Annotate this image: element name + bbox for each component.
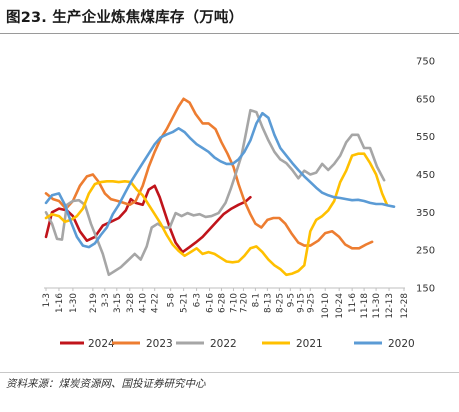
x-tick-label: 2-19 <box>89 293 99 313</box>
x-tick-label: 6-16 <box>206 293 216 313</box>
x-tick-label: 11-6 <box>348 293 358 313</box>
x-tick-label: 10-24 <box>335 293 345 319</box>
x-tick-label: 7-20 <box>239 293 249 313</box>
legend: 2024 2023 2022 2021 2020 <box>60 338 415 350</box>
legend-label-2021: 2021 <box>296 338 323 350</box>
series-line-2023 <box>44 97 374 250</box>
x-tick-label: 6-3 <box>193 293 203 307</box>
x-tick-label: 12-13 <box>385 293 395 319</box>
source-divider <box>0 372 459 373</box>
y-tick-label: 450 <box>416 170 435 181</box>
y-tick-label: 350 <box>416 208 435 219</box>
x-tick-label: 11-18 <box>360 293 370 319</box>
series-lines <box>44 97 396 277</box>
x-tick-label: 9-15 <box>296 293 306 313</box>
x-tick-label: 5-21 <box>180 293 190 313</box>
legend-label-2020: 2020 <box>388 338 415 350</box>
title-divider <box>0 33 459 34</box>
x-axis-ticks: 1-3 1-16 1-30 2-19 3-3 3-15 3-28 4-10 4-22 5-8 5-2… <box>42 288 410 319</box>
source-note: 资料来源：煤炭资源网、国投证券研究中心 <box>6 378 206 390</box>
x-tick-label: 7-10 <box>229 293 239 313</box>
x-tick-label: 11-30 <box>372 293 382 319</box>
x-tick-label: 3-3 <box>101 293 111 307</box>
y-tick-label: 150 <box>416 284 435 295</box>
chart-title: 图23. 生产企业炼焦煤库存（万吨） <box>6 10 244 26</box>
x-tick-label: 3-28 <box>126 293 136 313</box>
legend-label-2023: 2023 <box>146 338 173 350</box>
y-axis-ticks: 150 250 350 450 550 650 750 <box>416 57 435 295</box>
x-tick-label: 10-10 <box>321 293 331 319</box>
x-tick-label: 1-30 <box>69 293 79 313</box>
x-tick-label: 8-25 <box>275 293 285 313</box>
series-line-2022 <box>44 108 386 277</box>
y-tick-label: 650 <box>416 94 435 105</box>
x-tick-label: 1-16 <box>55 293 65 313</box>
series-line-2024 <box>44 184 252 254</box>
series-line-2020 <box>44 111 396 249</box>
legend-label-2022: 2022 <box>210 338 237 350</box>
series-line-2021 <box>44 152 389 277</box>
x-tick-label: 4-10 <box>139 293 149 313</box>
x-tick-label: 8-1 <box>251 293 261 307</box>
x-tick-label: 9-25 <box>306 293 316 313</box>
x-tick-label: 9-5 <box>286 293 296 307</box>
x-tick-label: 1-3 <box>42 293 52 307</box>
x-tick-label: 3-15 <box>113 293 123 313</box>
y-tick-label: 550 <box>416 132 435 143</box>
y-tick-label: 250 <box>416 246 435 257</box>
x-tick-label: 8-13 <box>263 293 273 313</box>
legend-label-2024: 2024 <box>88 338 115 350</box>
x-tick-label: 12-28 <box>400 293 410 319</box>
x-tick-label: 5-8 <box>167 293 177 307</box>
x-tick-label: 4-22 <box>151 293 161 313</box>
x-tick-label: 6-28 <box>218 293 228 313</box>
y-tick-label: 750 <box>416 57 435 68</box>
